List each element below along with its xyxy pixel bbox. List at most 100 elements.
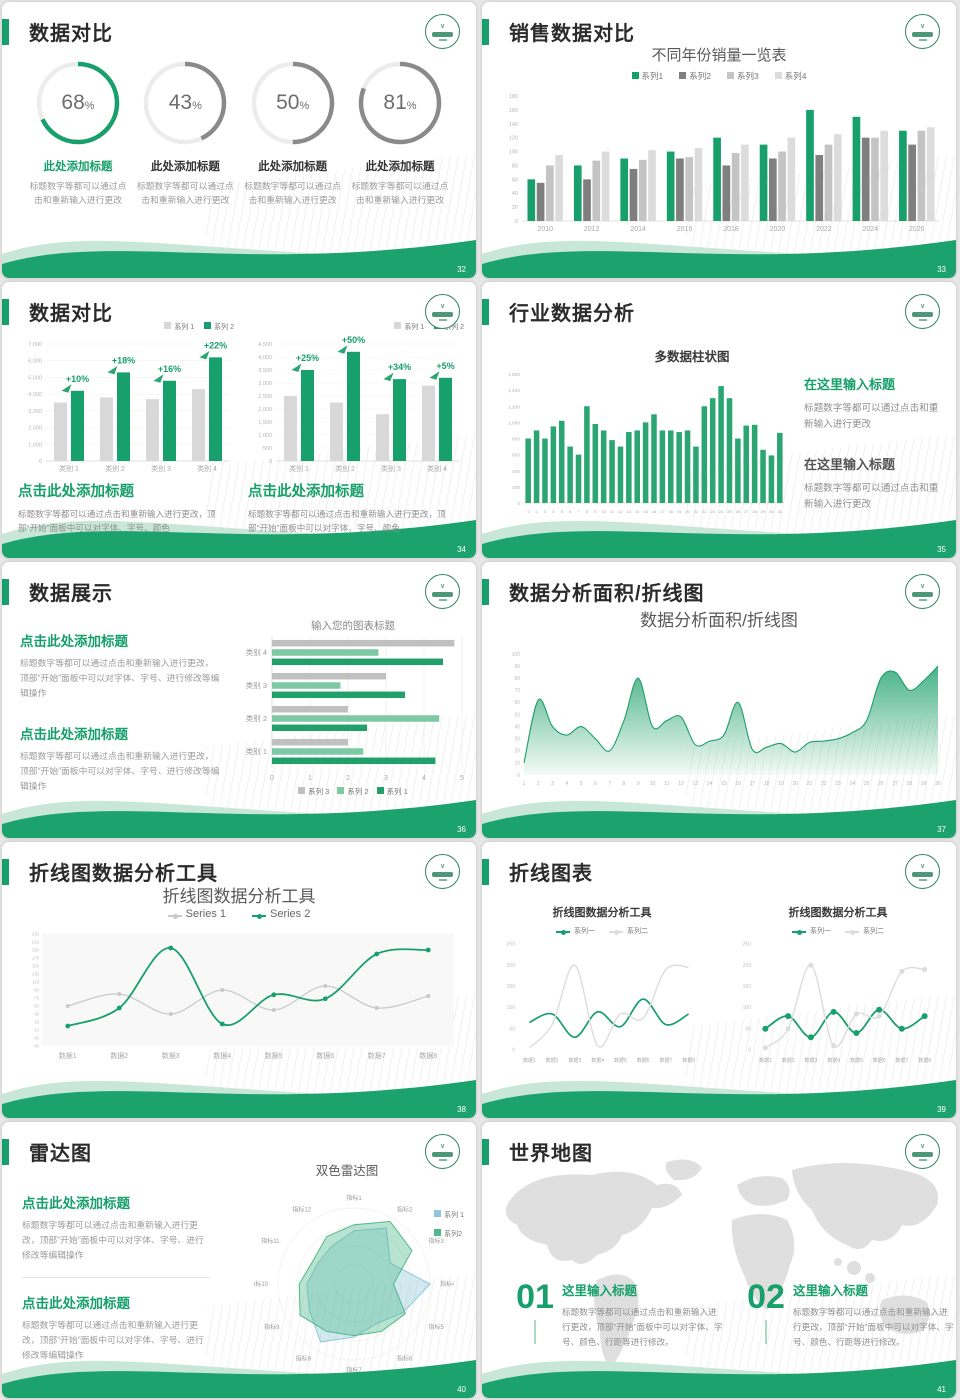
seal-dot: [438, 38, 447, 41]
legend-line-marker: [252, 913, 266, 919]
svg-text:0: 0: [515, 219, 518, 225]
svg-text:类别 1: 类别 1: [289, 464, 309, 473]
svg-text:+34%: +34%: [388, 362, 411, 372]
svg-text:+22%: +22%: [204, 340, 227, 350]
svg-text:5: 5: [580, 781, 583, 787]
svg-text:2,000: 2,000: [28, 426, 42, 432]
slide-37-area-chart[interactable]: 数据分析面积/折线图 ∨ 数据分析面积/折线图 0 10 20 30 40 50 60 70 8…: [482, 562, 956, 838]
slide-header: 数据展示: [2, 577, 113, 606]
text-block: 在这里输入标题 标题数字等都可以通过点击和重新输入进行更改: [804, 454, 946, 514]
item-content: 这里输入标题 标题数字等都可以通过点击和重新输入进行更改，顶部“开始”面板中可以…: [793, 1280, 956, 1350]
svg-text:数据8: 数据8: [918, 1057, 931, 1064]
svg-text:140: 140: [509, 122, 518, 128]
svg-text:4,000: 4,000: [258, 355, 272, 361]
svg-text:2020: 2020: [770, 226, 786, 233]
stat-body: 标题数字等都可以通过点击和重新输入进行更改: [244, 181, 342, 205]
caption-body: 标题数字等都可以通过点击和重新输入进行更改，顶部“开始”面板中可以对字体、字号、…: [248, 509, 446, 534]
header-accent-bar: [482, 858, 489, 885]
legend-label: 系列2: [689, 71, 711, 81]
logo-seal-icon: ∨: [425, 294, 460, 329]
text-block: 在这里输入标题 标题数字等都可以通过点击和重新输入进行更改: [804, 374, 946, 434]
svg-text:数据6: 数据6: [316, 1051, 334, 1060]
legend-swatch: [774, 72, 782, 79]
svg-text:27: 27: [892, 781, 898, 787]
legend-item: 系列 1: [434, 1210, 464, 1220]
svg-text:20: 20: [512, 205, 518, 211]
hbar-svg: 0 1 2 3 4 5 类别 4 类别 3 类别 2 类别 1: [246, 636, 464, 782]
slide-38-line-tool[interactable]: 折线图数据分析工具 ∨ 折线图数据分析工具 Series 1 Series 2 …: [2, 842, 476, 1118]
slide-36-data-display[interactable]: 数据展示 ∨ 点击此处添加标题 标题数字等都可以通过点击和重新输入进行更改，顶部…: [2, 562, 476, 838]
svg-text:4: 4: [565, 781, 568, 787]
donut-wrap: 81%: [357, 60, 443, 146]
slide-41-world-map[interactable]: 世界地图 ∨ 01 这里输入标题: [482, 1122, 956, 1398]
slide-header: 数据分析面积/折线图: [482, 577, 705, 606]
item-number-line: [534, 1320, 536, 1344]
donut-value: 43%: [142, 60, 228, 146]
slide-title: 数据对比: [29, 303, 113, 325]
line-chart: -50 -30 -10 10 30 50 70 90 110 130 150 170 190 210 230…: [22, 928, 462, 1062]
svg-text:600: 600: [512, 453, 520, 459]
svg-text:23: 23: [710, 509, 715, 514]
svg-text:19: 19: [778, 781, 784, 787]
svg-text:11: 11: [610, 509, 615, 514]
svg-text:数据4: 数据4: [591, 1057, 604, 1064]
svg-text:150: 150: [507, 984, 516, 990]
svg-text:数据2: 数据2: [110, 1051, 128, 1060]
svg-text:2012: 2012: [584, 226, 600, 233]
svg-text:26: 26: [878, 781, 884, 787]
seal-dot: [918, 318, 927, 321]
donut-wrap: 50%: [250, 60, 336, 146]
comparison-bar-chart-left: 0 1,000 2,000 3,000 4,000 5,000 6,000 7,000 +10%…: [18, 334, 234, 476]
svg-text:60: 60: [514, 700, 520, 706]
svg-text:数据8: 数据8: [419, 1051, 437, 1060]
svg-text:2: 2: [346, 775, 350, 782]
block-title: 在这里输入标题: [804, 377, 896, 392]
svg-text:+5%: +5%: [436, 361, 454, 371]
seal-dot: [438, 318, 447, 321]
svg-text:0: 0: [39, 459, 42, 465]
seal-glyph: ∨: [439, 1142, 446, 1150]
slide-39-line-charts[interactable]: 折线图表 ∨ 折线图数据分析工具 折线图数据分析工具 系列一 系列二 系列一 系…: [482, 842, 956, 1118]
legend-label: 系列 2: [214, 324, 234, 331]
svg-text:类别 1: 类别 1: [59, 464, 79, 473]
slide-32-data-comparison[interactable]: 数据对比 ∨ 68% 此处添加标题 标题数字等都可以通过点击和重新输入进行更改 …: [2, 2, 476, 278]
slide-35-industry-analysis[interactable]: 行业数据分析 ∨ 多数据柱状图 0 200 400 600 800 1,000 1,200 1…: [482, 282, 956, 558]
svg-text:3,000: 3,000: [28, 409, 42, 415]
svg-text:26: 26: [736, 509, 741, 514]
svg-text:2,000: 2,000: [258, 407, 272, 413]
svg-text:1,600: 1,600: [508, 372, 520, 378]
seal-glyph: ∨: [439, 302, 446, 310]
slide-header: 雷达图: [2, 1137, 92, 1166]
svg-text:指标11: 指标11: [261, 1237, 280, 1245]
slide-title: 折线图数据分析工具: [29, 863, 218, 885]
svg-text:210: 210: [32, 940, 40, 945]
slide-33-sales-comparison[interactable]: 销售数据对比 ∨ 不同年份销量一览表 系列1 系列2 系列3 系列4 0 20 40…: [482, 2, 956, 278]
block-body: 标题数字等都可以通过点击和重新输入进行更改: [804, 403, 939, 431]
header-accent-bar: [2, 578, 9, 605]
stat-card: 43% 此处添加标题 标题数字等都可以通过点击和重新输入进行更改: [135, 60, 235, 207]
svg-text:数据2: 数据2: [782, 1057, 795, 1064]
slide-34-data-comparison-bars[interactable]: 数据对比 ∨ 系列 1 系列 2 系列 1 系列 2 0 1,000 2,000 3,…: [2, 282, 476, 558]
donut-value: 81%: [357, 60, 443, 146]
legend-item: 系列4: [774, 70, 806, 82]
svg-text:190: 190: [32, 948, 40, 953]
svg-text:70: 70: [514, 688, 520, 694]
donut-unit: %: [192, 100, 202, 112]
slide-40-radar[interactable]: 雷达图 ∨ 双色雷达图 点击此处添加标题 标题数字等都可以通过点击和重新输入进行…: [2, 1122, 476, 1398]
slide-title: 数据展示: [29, 583, 113, 605]
svg-text:12: 12: [618, 509, 623, 514]
svg-text:4: 4: [552, 509, 555, 514]
seal-glyph: ∨: [919, 1142, 926, 1150]
slide-header: 数据对比: [2, 17, 113, 46]
item-number-line: [765, 1320, 767, 1344]
svg-text:19: 19: [677, 509, 682, 514]
stat-card: 50% 此处添加标题 标题数字等都可以通过点击和重新输入进行更改: [243, 60, 343, 207]
slide-title: 数据分析面积/折线图: [509, 583, 705, 605]
seal-band: [912, 31, 933, 37]
seal-glyph: ∨: [919, 582, 926, 590]
svg-text:80: 80: [512, 163, 518, 169]
legend-label: 系列 1: [444, 1212, 464, 1219]
svg-text:数据8: 数据8: [682, 1057, 695, 1064]
seal-band: [432, 591, 453, 597]
